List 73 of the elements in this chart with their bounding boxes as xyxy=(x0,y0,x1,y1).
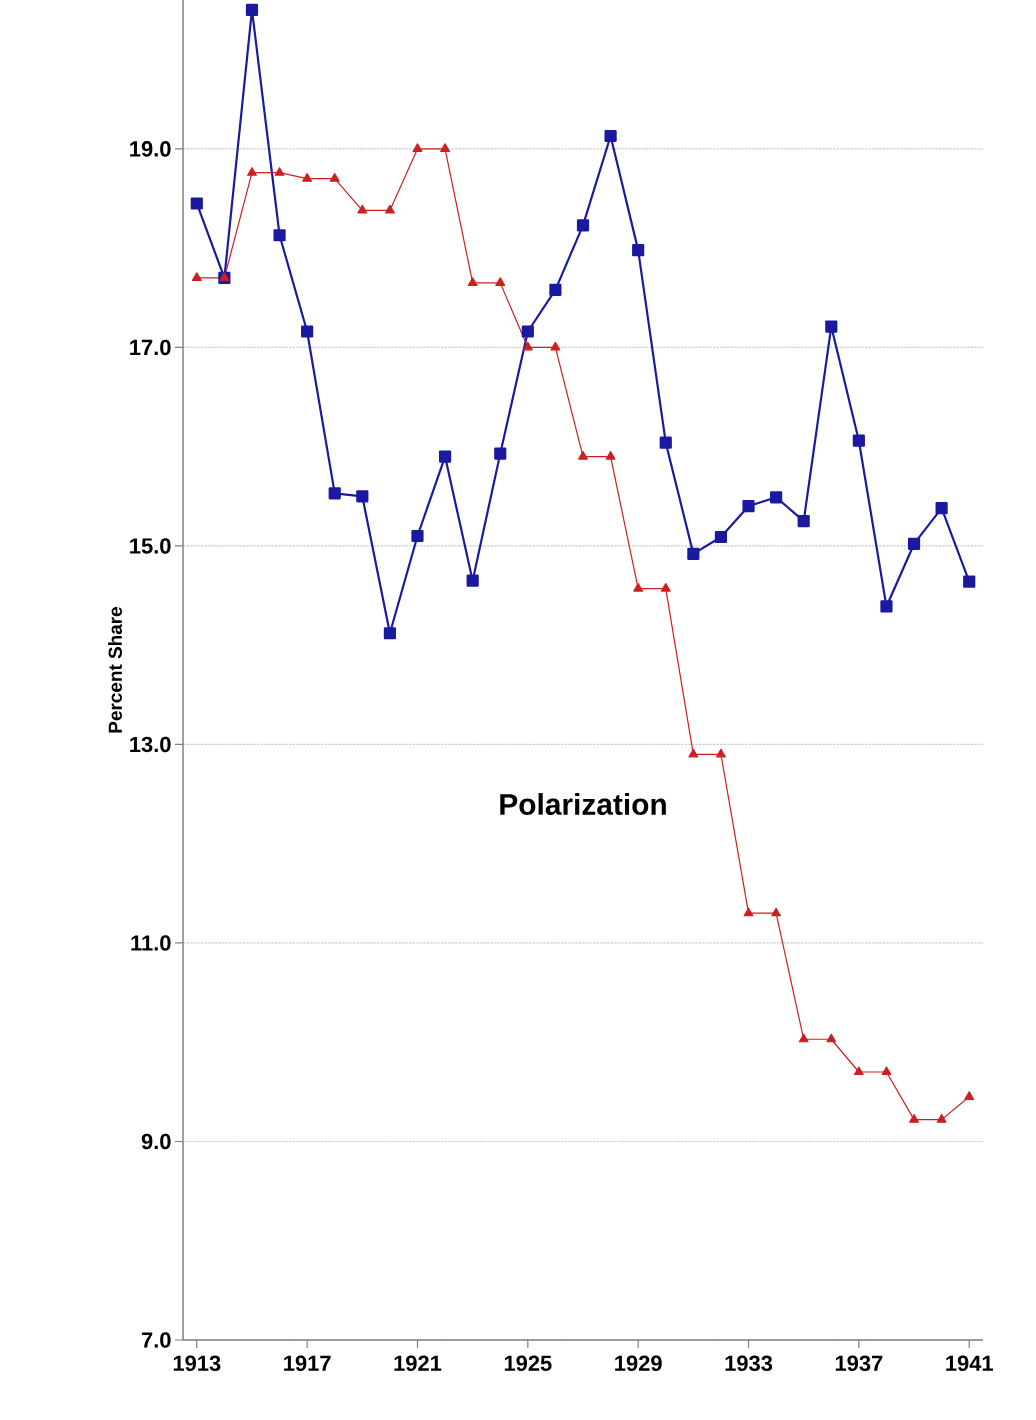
point xyxy=(798,1033,809,1043)
point xyxy=(274,167,285,176)
point xyxy=(578,450,588,460)
point xyxy=(466,574,479,587)
x-tick-label: 1933 xyxy=(725,1355,773,1372)
point xyxy=(438,450,452,463)
point xyxy=(826,1033,837,1043)
point xyxy=(412,143,423,152)
point xyxy=(329,173,340,182)
point xyxy=(907,537,921,551)
x-tick-label: 1941 xyxy=(946,1355,993,1372)
point xyxy=(797,515,810,528)
point xyxy=(302,173,313,182)
point xyxy=(411,529,424,543)
y-axis-title: Percent Share xyxy=(108,607,122,733)
point xyxy=(301,325,314,338)
point xyxy=(714,530,728,544)
point xyxy=(245,3,259,17)
point xyxy=(549,283,562,296)
point xyxy=(659,436,672,449)
point xyxy=(963,575,976,588)
annotation: Polarization xyxy=(500,793,666,815)
point xyxy=(328,487,341,500)
point xyxy=(935,502,948,515)
y-tick-label: 11.0 xyxy=(131,935,171,951)
y-tick-label: 17.0 xyxy=(130,339,171,356)
x-tick-label: 1937 xyxy=(835,1355,883,1372)
x-tick-label: 1929 xyxy=(615,1355,662,1372)
point xyxy=(273,229,286,242)
point xyxy=(522,341,533,351)
point xyxy=(495,277,506,286)
point xyxy=(605,450,616,460)
point xyxy=(190,197,203,210)
point xyxy=(384,204,395,214)
point xyxy=(771,907,782,917)
point xyxy=(825,320,838,333)
point xyxy=(383,627,396,640)
point xyxy=(467,277,478,286)
x-tick-label: 1913 xyxy=(173,1355,221,1372)
point xyxy=(909,1114,919,1123)
point xyxy=(742,500,755,513)
point xyxy=(687,547,700,560)
point xyxy=(743,907,754,917)
point xyxy=(964,1091,975,1100)
point xyxy=(191,272,202,282)
point xyxy=(576,219,590,232)
point xyxy=(770,491,783,504)
point xyxy=(357,204,368,214)
x-tick-label: 1921 xyxy=(394,1355,442,1372)
point xyxy=(716,748,726,758)
point xyxy=(632,244,645,257)
point xyxy=(604,129,617,143)
x-tick-label: 1925 xyxy=(504,1355,552,1372)
point xyxy=(660,583,671,592)
y-tick-label: 13.0 xyxy=(130,736,171,753)
point xyxy=(936,1114,947,1123)
point xyxy=(356,490,369,503)
y-tick-label: 15.0 xyxy=(130,538,171,554)
point xyxy=(881,1066,892,1076)
point xyxy=(494,447,507,460)
y-tick-label: 7.0 xyxy=(141,1332,171,1348)
point xyxy=(440,143,450,152)
y-tick-label: 9.0 xyxy=(141,1133,171,1150)
point xyxy=(633,583,644,592)
point xyxy=(247,167,257,176)
point xyxy=(521,325,534,338)
point xyxy=(688,748,699,758)
point xyxy=(880,600,893,613)
point xyxy=(852,434,865,447)
y-tick-label: 19.0 xyxy=(130,141,171,157)
x-tick-label: 1917 xyxy=(284,1355,331,1372)
point xyxy=(550,341,561,351)
point xyxy=(853,1066,864,1076)
